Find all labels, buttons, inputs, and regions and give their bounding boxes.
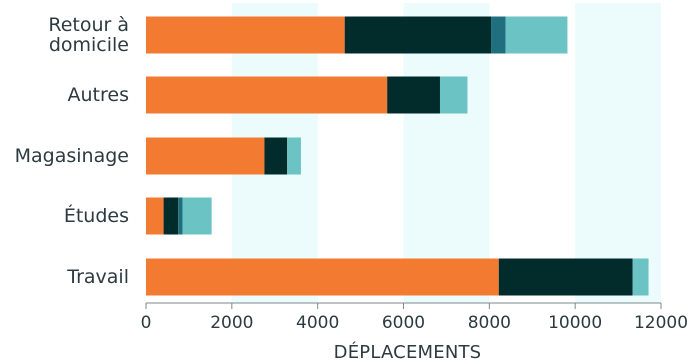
bar-segment-2-1 xyxy=(264,137,288,175)
bar-segment-3-3 xyxy=(182,197,212,235)
bar-segment-0-3 xyxy=(505,16,568,54)
bar-segment-3-0 xyxy=(146,197,164,235)
bar-segment-3-2 xyxy=(178,197,183,235)
x-tick-label-6: 12000 xyxy=(634,313,688,333)
x-tick-label-5: 10000 xyxy=(548,313,602,333)
bar-segment-4-1 xyxy=(498,258,633,296)
bar-segment-4-0 xyxy=(146,258,499,296)
bar-segment-4-3 xyxy=(632,258,649,296)
x-tick-label-4: 8000 xyxy=(468,313,511,333)
x-tick-label-0: 0 xyxy=(141,313,152,333)
bars xyxy=(146,16,649,296)
x-tick-label-2: 4000 xyxy=(296,313,339,333)
x-axis-ticks: 0 2000 4000 6000 8000 10000 12000 xyxy=(141,303,688,333)
category-label-3: Études xyxy=(64,204,129,227)
bar-segment-0-2 xyxy=(491,16,506,54)
bar-segment-3-1 xyxy=(163,197,179,235)
bar-segment-0-0 xyxy=(146,16,345,54)
category-label-2: Magasinage xyxy=(15,145,129,167)
category-label-4: Travail xyxy=(66,266,129,288)
category-label-0-line-0: Retour à xyxy=(48,14,129,36)
bar-segment-2-3 xyxy=(287,137,301,175)
category-label-0-line-1: domicile xyxy=(49,34,129,56)
x-axis-title: DÉPLACEMENTS xyxy=(334,341,482,363)
background-band-2 xyxy=(575,3,661,303)
bar-segment-1-0 xyxy=(146,76,388,114)
x-tick-label-3: 6000 xyxy=(382,313,425,333)
category-label-1: Autres xyxy=(68,84,129,106)
bar-segment-1-1 xyxy=(387,76,440,114)
bar-segment-1-3 xyxy=(439,76,468,114)
bar-segment-2-0 xyxy=(146,137,265,175)
bar-segment-0-1 xyxy=(344,16,492,54)
x-tick-label-1: 2000 xyxy=(210,313,253,333)
